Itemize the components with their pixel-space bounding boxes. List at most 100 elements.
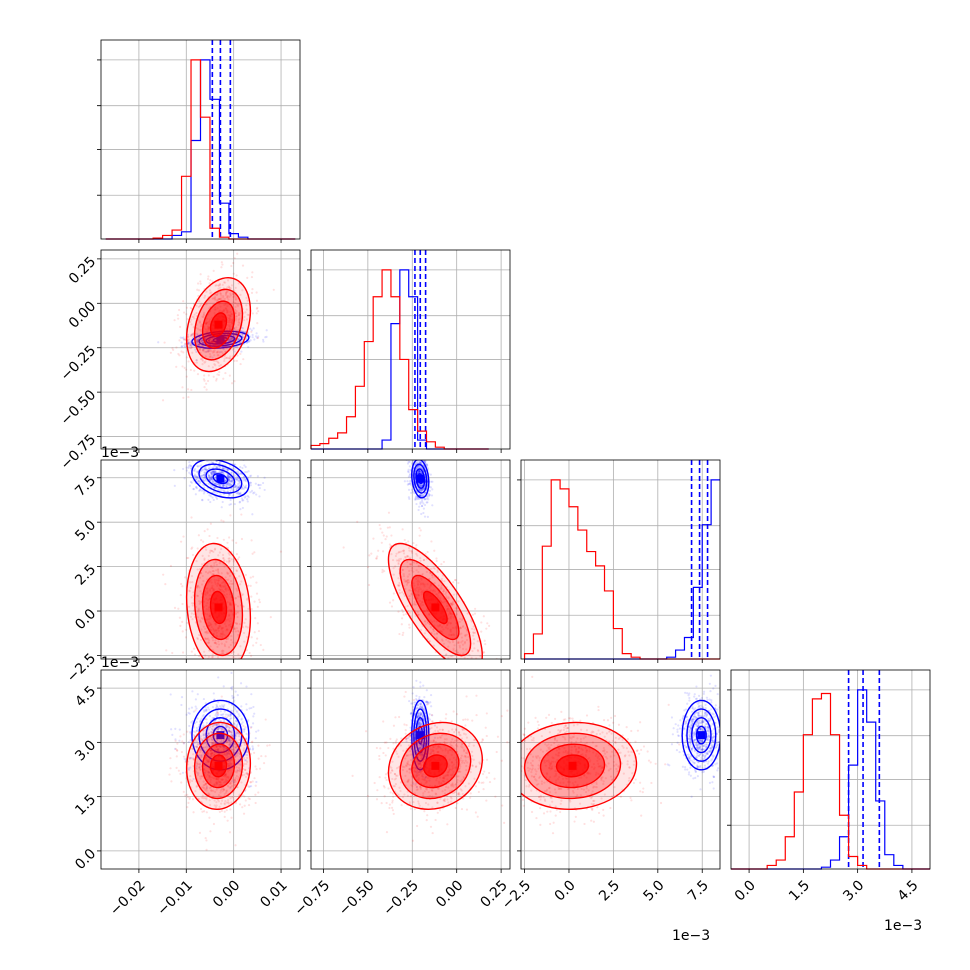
- scatter-point: [238, 630, 241, 633]
- scatter-point: [237, 314, 241, 317]
- scatter-point: [199, 340, 203, 343]
- scatter-point: [235, 329, 238, 332]
- scatter-point: [207, 621, 210, 624]
- scatter-point: [215, 715, 218, 718]
- scatter-point: [256, 475, 259, 478]
- scatter-point: [252, 722, 255, 725]
- scatter-point: [216, 350, 220, 353]
- scatter-point: [248, 785, 251, 788]
- scatter-point: [408, 465, 411, 468]
- scatter-point: [228, 295, 231, 298]
- scatter-point: [188, 452, 190, 454]
- scatter-point: [199, 571, 203, 575]
- scatter-point: [212, 632, 215, 636]
- scatter-point: [250, 654, 253, 657]
- scatter-point: [235, 487, 239, 490]
- scatter-point: [209, 616, 212, 619]
- scatter-point: [197, 305, 200, 309]
- scatter-point: [249, 491, 252, 494]
- scatter-point: [213, 348, 216, 352]
- scatter-point: [209, 338, 212, 341]
- scatter-point: [402, 631, 405, 634]
- scatter-point: [235, 627, 238, 630]
- scatter-point: [203, 768, 206, 771]
- scatter-point: [421, 451, 423, 453]
- scatter-point: [215, 710, 219, 714]
- scatter-point: [198, 602, 201, 605]
- scatter-point: [414, 457, 416, 459]
- scatter-point: [431, 589, 435, 593]
- scatter-point: [455, 607, 458, 610]
- scatter-point: [220, 585, 223, 589]
- scatter-point: [398, 550, 401, 554]
- scatter-point: [399, 550, 402, 553]
- scatter-point: [184, 343, 187, 346]
- scatter-point: [245, 318, 249, 321]
- scatter-point: [199, 340, 202, 343]
- scatter-point: [213, 341, 216, 345]
- scatter-point: [223, 718, 226, 722]
- scatter-point: [204, 355, 207, 358]
- scatter-point: [202, 476, 205, 480]
- scatter-point: [397, 551, 400, 554]
- scatter-point: [180, 345, 183, 348]
- scatter-point: [196, 616, 200, 619]
- contour-series-0: [413, 463, 428, 494]
- scatter-point: [232, 292, 235, 295]
- scatter-point: [205, 597, 208, 600]
- scatter-point: [189, 581, 192, 584]
- scatter-point: [419, 557, 422, 560]
- scatter-point: [239, 682, 243, 685]
- scatter-point: [217, 727, 220, 730]
- scatter-point: [232, 734, 235, 737]
- scatter-point: [206, 327, 210, 330]
- scatter-point: [440, 630, 443, 633]
- scatter-point: [196, 343, 199, 346]
- scatter-point: [201, 341, 204, 344]
- scatter-point: [417, 565, 421, 568]
- scatter-point: [190, 575, 194, 578]
- scatter-point: [484, 665, 486, 667]
- scatter-point: [205, 604, 208, 607]
- scatter-point: [241, 506, 244, 510]
- scatter-point: [447, 607, 450, 610]
- scatter-point: [229, 314, 232, 318]
- scatter-point: [422, 454, 424, 456]
- scatter-point: [241, 289, 244, 292]
- scatter-point: [214, 342, 217, 345]
- scatter-point: [236, 673, 238, 675]
- scatter-point: [217, 488, 220, 491]
- scatter-point: [225, 753, 229, 756]
- scatter-point: [234, 315, 238, 318]
- scatter-point: [228, 602, 232, 605]
- scatter-point: [418, 484, 422, 487]
- scatter-point: [229, 643, 232, 646]
- scatter-point: [237, 492, 240, 495]
- scatter-point: [407, 460, 410, 463]
- scatter-point: [451, 626, 455, 629]
- scatter-point: [208, 478, 211, 482]
- scatter-point: [183, 344, 186, 347]
- scatter-point: [189, 756, 192, 760]
- scatter-point: [208, 339, 211, 343]
- scatter-point: [196, 584, 199, 588]
- scatter-point: [237, 321, 240, 324]
- scatter-point: [236, 731, 240, 734]
- scatter-point: [397, 577, 400, 580]
- scatter-point: [441, 601, 445, 604]
- scatter-point: [225, 292, 228, 295]
- scatter-point: [240, 497, 244, 500]
- scatter-point: [202, 346, 205, 349]
- scatter-point: [182, 338, 186, 341]
- scatter-point: [229, 786, 232, 789]
- scatter-point: [419, 470, 422, 473]
- scatter-point: [199, 328, 202, 331]
- scatter-point: [203, 379, 206, 382]
- scatter-point: [216, 713, 219, 717]
- scatter-point: [466, 612, 469, 615]
- scatter-point: [239, 645, 242, 648]
- scatter-point: [421, 457, 423, 459]
- scatter-point: [195, 470, 198, 473]
- scatter-point: [237, 338, 240, 341]
- scatter-point: [215, 744, 218, 748]
